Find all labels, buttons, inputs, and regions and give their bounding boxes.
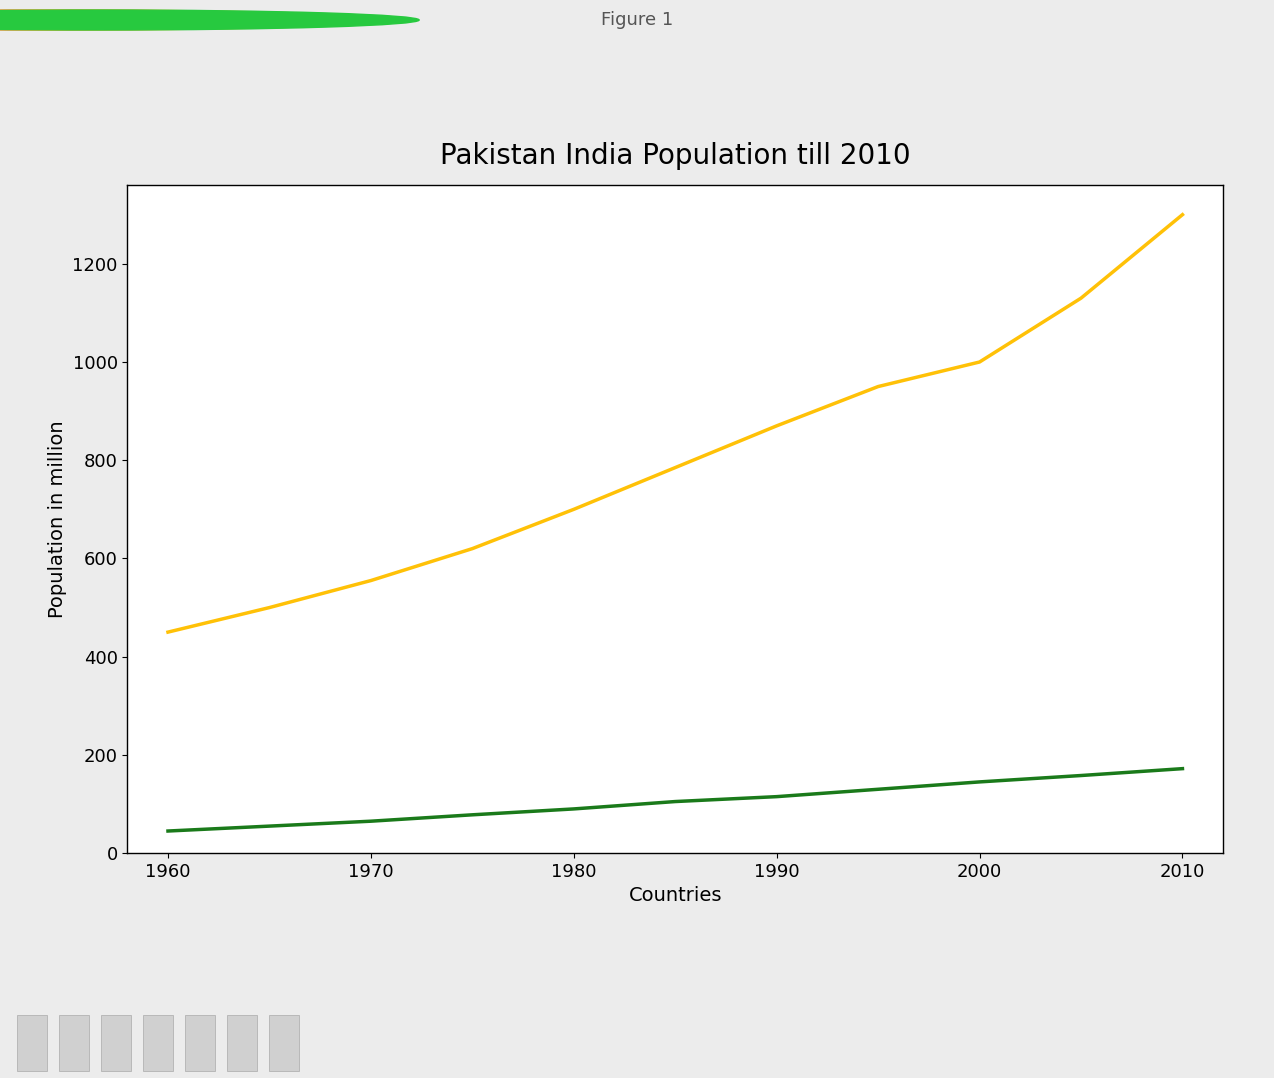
FancyBboxPatch shape [185, 1015, 215, 1072]
FancyBboxPatch shape [59, 1015, 89, 1072]
Circle shape [0, 10, 363, 30]
Text: Figure 1: Figure 1 [601, 11, 673, 29]
Y-axis label: Population in million: Population in million [47, 420, 66, 618]
Title: Pakistan India Population till 2010: Pakistan India Population till 2010 [440, 142, 911, 170]
Circle shape [0, 10, 391, 30]
Circle shape [0, 10, 419, 30]
FancyBboxPatch shape [17, 1015, 47, 1072]
FancyBboxPatch shape [101, 1015, 131, 1072]
FancyBboxPatch shape [269, 1015, 299, 1072]
X-axis label: Countries: Countries [628, 886, 722, 906]
FancyBboxPatch shape [143, 1015, 173, 1072]
FancyBboxPatch shape [227, 1015, 257, 1072]
